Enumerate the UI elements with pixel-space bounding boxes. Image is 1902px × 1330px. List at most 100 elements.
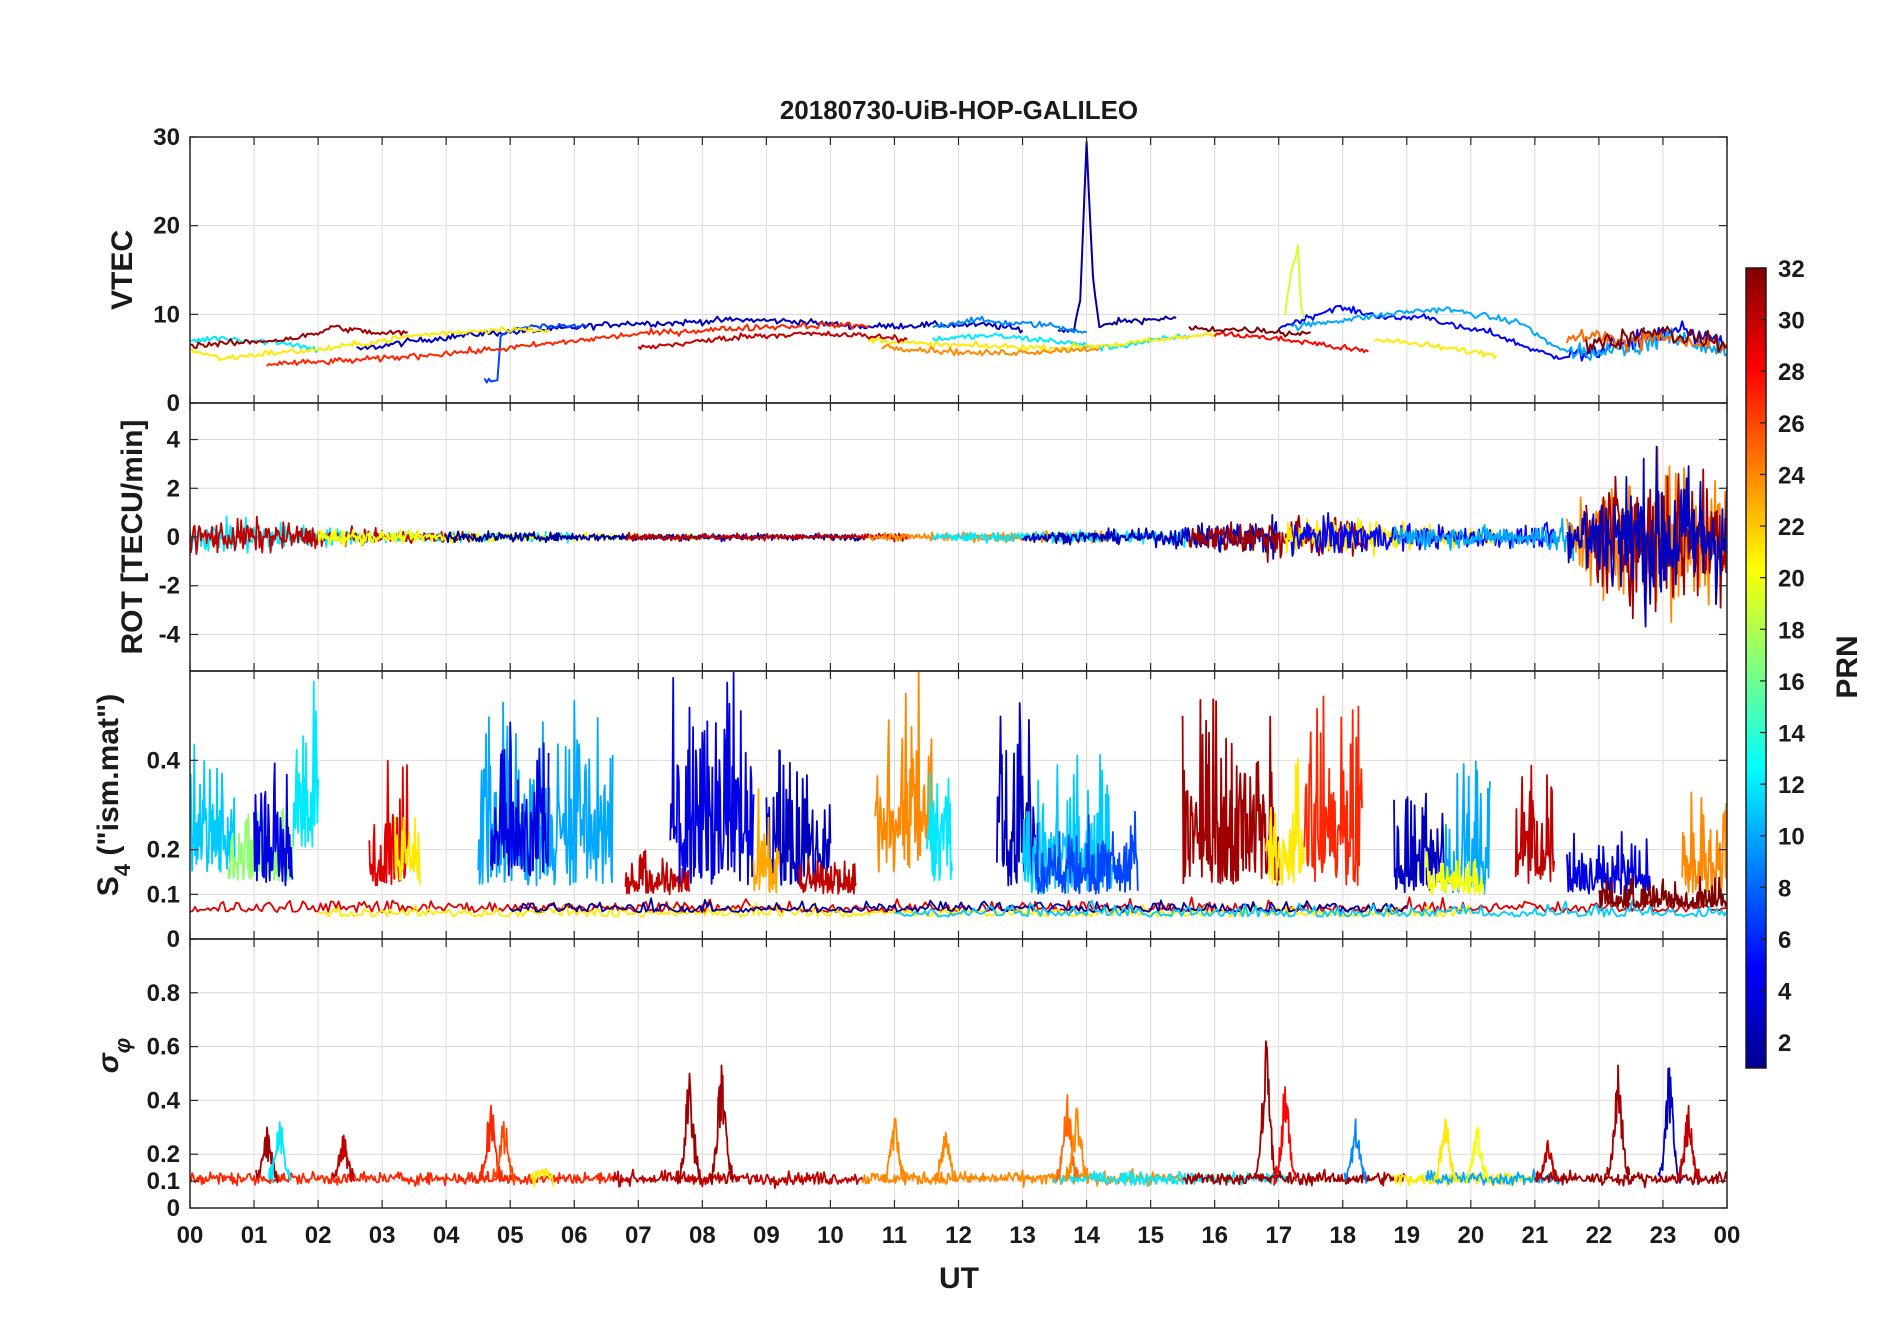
rot-series-prn-12 <box>932 527 1190 548</box>
s4-burst-prn-4 <box>669 671 755 886</box>
s4-burst-prn-31 <box>1181 698 1280 886</box>
s4-burst-prn-32 <box>1598 875 1727 909</box>
y-tick-label: 0.1 <box>147 881 180 908</box>
y-label-rest: ("ism.mat") <box>92 694 125 864</box>
vtec-series-prn-21 <box>190 325 550 362</box>
panel-ticks: -4 -2 0 2 4 <box>159 403 1728 671</box>
vtec-series-prn-19 <box>1284 244 1306 320</box>
sigma-spike-prn-30 <box>331 1134 356 1182</box>
y-tick-label: 0 <box>167 524 180 551</box>
s4-burst-prn-30 <box>1514 764 1555 884</box>
s4-burst-prn-24 <box>874 671 934 873</box>
colorbar-tick-label: 32 <box>1778 256 1805 283</box>
sigma-spike-prn-21 <box>530 1167 555 1188</box>
sigma-baseline-prn-24 <box>861 1168 1184 1188</box>
y-tick-label: 0 <box>167 390 180 417</box>
s4-baseline-prn-2 <box>509 897 1408 914</box>
colorbar-tick-label: 26 <box>1778 411 1805 438</box>
y-axis-label-sigma: σφ <box>92 1038 135 1073</box>
panel-ticks: 0 10 20 30 <box>153 124 1728 417</box>
panel-plot-area <box>190 445 1727 628</box>
y-tick-label: -2 <box>159 573 180 600</box>
panel-sigma_phi: 00.10.2 0.4 0.6 0.8 σφ 00 01 02 03 04 05 06 07 08 09 10… <box>92 938 1741 1249</box>
colorbar-gradient <box>1745 267 1767 1069</box>
y-label-sub: 4 <box>110 863 135 876</box>
rot-series-prn-30 <box>625 531 909 543</box>
x-tick-label: 05 <box>497 1222 524 1249</box>
x-tick-label: 15 <box>1137 1222 1164 1249</box>
sigma-baseline-prn-30 <box>611 1168 864 1189</box>
vtec-series-prn-32 <box>1585 325 1727 354</box>
sigma-spike-prn-9 <box>1343 1118 1368 1184</box>
x-tick-label: 07 <box>625 1222 652 1249</box>
colorbar-tick-label: 12 <box>1778 772 1805 799</box>
colorbar-tick-label: 20 <box>1778 566 1805 593</box>
sigma-spike-prn-26 <box>491 1121 516 1186</box>
panel-grid <box>190 939 1727 1209</box>
y-tick-label: 0.2 <box>147 837 180 864</box>
sigma-baseline-prn-31 <box>1182 1168 1407 1187</box>
sigma-spike-prn-24 <box>933 1131 958 1185</box>
y-tick-label: 0.1 <box>147 1168 180 1195</box>
y-tick-label: 0.8 <box>147 980 180 1007</box>
s4-baseline-prn-21 <box>317 901 1472 918</box>
y-tick-label: 10 <box>153 301 180 328</box>
colorbar-tick-label: 18 <box>1778 617 1805 644</box>
vtec-series-prn-28 <box>1213 330 1369 354</box>
y-tick-label: -4 <box>159 621 181 648</box>
vtec-series-prn-24 <box>881 343 1101 357</box>
s4-burst-prn-27 <box>1303 695 1363 886</box>
vtec-series-prn-9 <box>932 315 1087 334</box>
s4-burst-prn-30 <box>798 858 857 895</box>
panel-s4: 0 0.1 0.2 0.4 S4 ("ism.mat") <box>92 670 1728 953</box>
colorbar-tick-label: 24 <box>1778 462 1805 489</box>
sigma-spike-prn-3 <box>1657 1067 1682 1184</box>
sigma-spike-prn-31 <box>1253 1040 1278 1183</box>
x-tick-label: 16 <box>1201 1222 1228 1249</box>
rot-series-prn-3 <box>1021 514 1280 560</box>
x-tick-label: 17 <box>1265 1222 1292 1249</box>
s4-burst-prn-7 <box>1034 810 1139 895</box>
y-axis-label-vtec: VTEC <box>106 230 139 310</box>
vtec-series-prn-30 <box>637 330 908 350</box>
s4-burst-prn-3 <box>765 749 832 886</box>
x-tick-label: 02 <box>305 1222 332 1249</box>
sigma-spike-prn-31 <box>1606 1064 1631 1177</box>
x-tick-label: 10 <box>817 1222 844 1249</box>
x-tick-label: 21 <box>1522 1222 1549 1249</box>
s4-burst-prn-17 <box>227 807 294 882</box>
s4-burst-prn-30 <box>624 849 691 896</box>
y-axis-label-s4: S4 ("ism.mat") <box>92 694 135 896</box>
colorbar-tick-label: 22 <box>1778 514 1805 541</box>
s4-burst-prn-21 <box>1265 757 1306 886</box>
rot-series-prn-3 <box>1566 445 1727 628</box>
y-tick-label: 2 <box>167 475 180 502</box>
panel-grid <box>190 671 1727 940</box>
sigma-spike-prn-24 <box>882 1117 907 1184</box>
sigma-baseline-prn-27 <box>190 1170 614 1187</box>
y-tick-label: 0.2 <box>147 1141 180 1168</box>
y-label-sub: φ <box>110 1038 135 1053</box>
panel-ticks: 00.10.2 0.4 0.6 0.8 <box>147 939 1728 1222</box>
x-tick-labels: 00 01 02 03 04 05 06 07 08 09 10 11 12 13 14 15 16 17 18 19… <box>177 1222 1741 1249</box>
x-tick-label: 13 <box>1009 1222 1036 1249</box>
colorbar-tick-label: 10 <box>1778 824 1805 851</box>
x-tick-label: 03 <box>369 1222 396 1249</box>
colorbar-tick-label: 6 <box>1778 927 1791 954</box>
x-tick-label: 06 <box>561 1222 588 1249</box>
rot-series-prn-10 <box>1393 517 1575 562</box>
sigma-spike-prn-25 <box>1055 1094 1080 1182</box>
y-tick-label: 30 <box>153 124 180 151</box>
s4-burst-prn-4 <box>1566 831 1652 896</box>
sigma-spike-prn-20 <box>1465 1126 1490 1185</box>
y-tick-label: 0.4 <box>147 747 181 774</box>
colorbar-label: PRN <box>1831 635 1864 698</box>
s4-burst-prn-20 <box>1425 851 1485 896</box>
y-axis-label-rot: ROT [TECU/min] <box>116 420 149 655</box>
y-tick-label: 0.6 <box>147 1034 180 1061</box>
colorbar-tick-label: 16 <box>1778 669 1805 696</box>
s4-burst-prn-23 <box>752 788 781 894</box>
vtec-series-prn-21 <box>1374 338 1498 360</box>
